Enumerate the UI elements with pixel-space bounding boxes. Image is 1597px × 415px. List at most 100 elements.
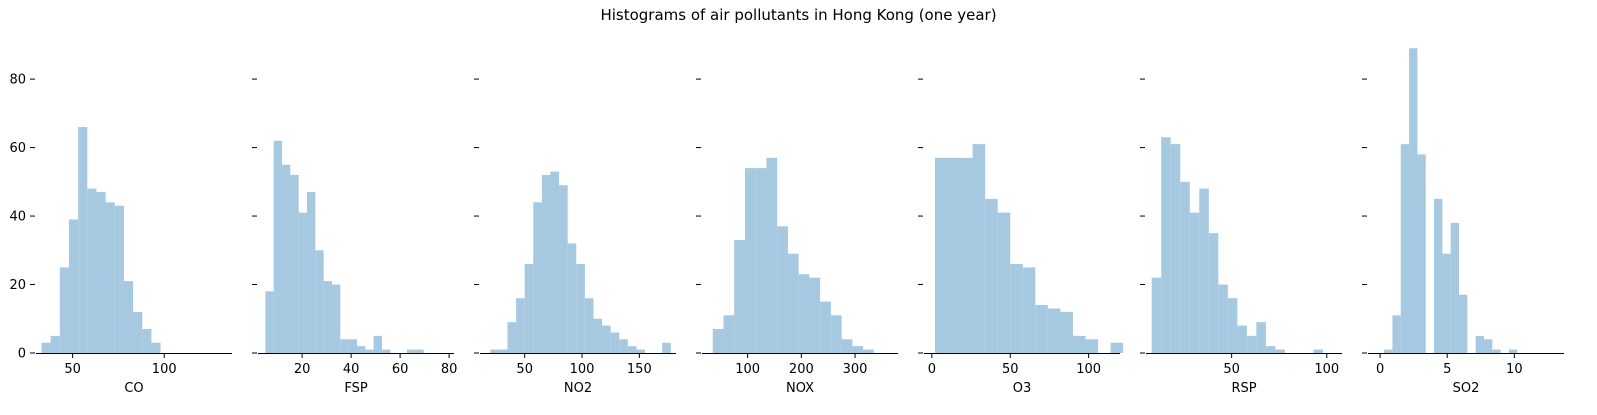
histogram-bar xyxy=(1180,181,1190,353)
x-tick-label: 150 xyxy=(627,362,652,377)
histogram-bar xyxy=(1072,335,1086,353)
histogram-bar xyxy=(96,192,106,353)
histogram-bar xyxy=(282,164,291,353)
histogram-bar xyxy=(985,198,998,353)
histogram-bar xyxy=(744,168,756,353)
histogram-bar xyxy=(1475,335,1484,353)
histogram-bar xyxy=(1110,342,1124,353)
histogram-bar xyxy=(777,226,788,353)
panel-co: 50 100 CO 0 20 40 60 80 xyxy=(9,73,232,396)
histogram-bar xyxy=(340,339,349,353)
histogram-bar xyxy=(1508,349,1518,353)
x-tick-label: 20 xyxy=(294,362,311,377)
histogram-bar xyxy=(307,192,316,353)
histogram-bar xyxy=(1060,311,1073,353)
histogram-bar xyxy=(1035,305,1048,353)
histogram-bar xyxy=(947,157,961,353)
x-tick-label: 60 xyxy=(392,362,409,377)
x-axis-label: O3 xyxy=(1013,381,1032,396)
histogram-bar xyxy=(1010,263,1023,353)
x-tick-label: 100 xyxy=(1076,362,1101,377)
histogram-bar xyxy=(1151,277,1162,353)
histogram-bar xyxy=(1483,339,1493,353)
histogram-bar xyxy=(602,325,611,353)
histogram-bar xyxy=(766,157,778,353)
histogram-bar xyxy=(584,298,594,353)
panel-o3: 0 50 100 O3 xyxy=(918,78,1124,396)
histogram-bar xyxy=(498,349,508,353)
histogram-bar xyxy=(1392,315,1401,353)
histogram-bar xyxy=(516,298,525,353)
x-tick-label: 80 xyxy=(441,362,458,377)
histogram-bar xyxy=(68,219,79,353)
y-tick-label: 60 xyxy=(9,141,26,156)
histogram-bar xyxy=(1409,48,1418,354)
histogram-bar xyxy=(50,335,60,353)
histogram-bar xyxy=(1022,267,1036,353)
x-tick-label: 5 xyxy=(1443,362,1451,377)
histogram-bar xyxy=(78,127,88,354)
histogram-bar xyxy=(1199,188,1209,353)
histogram-bar xyxy=(524,263,534,353)
x-tick-label: 100 xyxy=(735,362,760,377)
histogram-bar xyxy=(997,212,1011,353)
histogram-bar xyxy=(960,157,973,353)
histogram-bar xyxy=(507,322,517,353)
x-tick-label: 300 xyxy=(843,362,868,377)
histogram-bar xyxy=(662,342,671,353)
x-tick-label: 50 xyxy=(64,362,81,377)
histogram-bar xyxy=(323,281,332,353)
x-tick-label: 50 xyxy=(1223,362,1240,377)
histogram-bar xyxy=(619,339,628,353)
histogram-bar xyxy=(87,188,97,353)
histogram-bar xyxy=(123,281,134,353)
histogram-bar xyxy=(934,157,948,353)
histogram-bar xyxy=(533,202,542,353)
y-tick-label: 40 xyxy=(9,210,26,225)
histogram-bar xyxy=(852,346,864,353)
histogram-bar xyxy=(863,349,874,353)
histogram-bar xyxy=(559,185,568,353)
histogram-bar xyxy=(787,253,799,353)
histogram-bar xyxy=(1170,144,1181,353)
x-tick-label: 200 xyxy=(789,362,814,377)
panel-so2: 0 5 10 SO2 xyxy=(1362,48,1564,396)
histogram-bar xyxy=(373,335,382,353)
histogram-bar xyxy=(1492,349,1501,353)
x-tick-label: 50 xyxy=(516,362,533,377)
x-tick-label: 100 xyxy=(152,362,177,377)
x-tick-label: 50 xyxy=(1002,362,1019,377)
histogram-bar xyxy=(59,267,69,353)
histogram-bar xyxy=(734,240,745,353)
chart-title: Histograms of air pollutants in Hong Kon… xyxy=(600,6,997,24)
histogram-bar xyxy=(820,301,831,353)
x-tick-label: 100 xyxy=(570,362,595,377)
histogram-bar xyxy=(1237,325,1247,353)
histogram-bar xyxy=(1047,308,1061,353)
panel-fsp: 20 40 60 80 FSP xyxy=(252,78,458,396)
histogram-bar xyxy=(593,318,603,353)
histogram-bar xyxy=(1275,349,1285,353)
x-tick-label: 40 xyxy=(343,362,360,377)
histogram-bar xyxy=(755,168,767,353)
histogram-bar xyxy=(490,349,499,353)
histogram-bar xyxy=(712,329,724,353)
histogram-bar xyxy=(610,332,620,353)
histogram-bar xyxy=(298,212,307,353)
x-tick-label: 10 xyxy=(1506,362,1523,377)
histogram-bar xyxy=(315,250,324,353)
histogram-bar xyxy=(1434,198,1443,353)
histogram-bar xyxy=(356,346,366,353)
histogram-bar xyxy=(627,346,637,353)
x-axis-label: RSP xyxy=(1231,381,1256,396)
histogram-bar xyxy=(1208,233,1219,353)
histogram-bar xyxy=(151,342,161,353)
histogram-bar xyxy=(809,277,821,353)
y-tick-label: 80 xyxy=(9,73,26,88)
histogram-bar xyxy=(406,349,416,353)
histogram-bar xyxy=(830,315,842,353)
x-axis-label: SO2 xyxy=(1453,381,1480,396)
panel-rsp: 50 100 RSP xyxy=(1140,78,1342,396)
histogram-bar xyxy=(415,349,424,353)
